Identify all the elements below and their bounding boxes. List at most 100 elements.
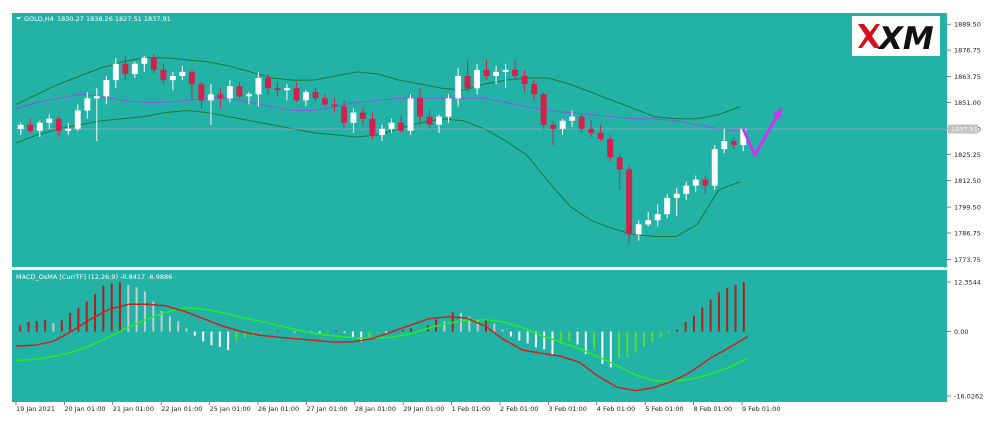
candle-body (360, 112, 366, 119)
candle-body (274, 88, 281, 91)
candle (512, 59, 518, 81)
candle (407, 94, 414, 135)
time-tick-label: 25 Jan 01:00 (210, 405, 251, 413)
candle-body (616, 157, 623, 170)
candle-body (626, 169, 633, 235)
macd-pane[interactable] (12, 270, 947, 402)
ohlc-label: 1830.27 1838.26 1827.51 1837.91 (57, 15, 171, 23)
time-tick-label: 27 Jan 01:00 (306, 405, 347, 413)
candle-body (369, 118, 376, 135)
candle (331, 98, 338, 113)
candle (93, 88, 100, 141)
candle-body (379, 128, 385, 135)
candle-body (188, 71, 195, 85)
candle-body (692, 179, 699, 186)
candle-body (654, 214, 661, 221)
candle (388, 118, 395, 133)
candle-body (322, 98, 328, 105)
candle-body (84, 98, 91, 111)
candle (360, 106, 366, 125)
candle (207, 84, 214, 125)
candle-body (436, 116, 442, 125)
candle (607, 134, 614, 162)
candle-body (141, 57, 148, 64)
time-tick-label: 2 Feb 01:00 (500, 405, 539, 413)
symbol-label: GOLD,H4 (24, 15, 54, 23)
candle (436, 114, 442, 133)
candle (483, 59, 490, 81)
candle (303, 90, 309, 107)
candle (369, 112, 376, 139)
projection-arrow-head (772, 108, 782, 119)
candle-body (265, 78, 271, 89)
price-tick-label: 1799.50 (954, 204, 981, 212)
candle (46, 114, 53, 129)
candle-body (17, 124, 24, 129)
candle-body (512, 69, 518, 76)
candle-body (74, 110, 81, 129)
candle (702, 175, 709, 194)
candle (112, 57, 119, 89)
candle-body (246, 94, 252, 97)
candle (188, 69, 195, 101)
xm-logo: XM (852, 16, 940, 57)
candle-body (664, 197, 671, 215)
candle-body (635, 224, 642, 235)
candle (654, 204, 661, 227)
candle (265, 74, 271, 95)
candle (531, 80, 538, 101)
candle (502, 63, 509, 89)
bollinger-upper-band (15, 57, 741, 120)
candle-body (236, 86, 243, 97)
candle-body (455, 76, 461, 99)
candle (455, 67, 461, 107)
candle-body (607, 139, 614, 158)
current-price-label: 1837.91 (951, 126, 978, 134)
price-tick-label: 1889.50 (954, 21, 981, 29)
candle-body (160, 69, 167, 81)
candle-body (711, 149, 718, 186)
candle (322, 94, 328, 107)
candle (398, 116, 404, 133)
time-tick-label: 29 Jan 01:00 (403, 405, 444, 413)
candle (493, 65, 499, 85)
candle (521, 69, 528, 93)
time-tick-label: 8 Feb 01:00 (694, 405, 733, 413)
candle-body (588, 128, 595, 133)
candle (692, 175, 699, 192)
candle-body (550, 124, 557, 129)
time-tick-label: 3 Feb 01:00 (548, 405, 587, 413)
candle-body (293, 88, 300, 101)
candle (635, 220, 642, 241)
candle-body (65, 128, 72, 131)
candle-body (122, 63, 129, 74)
macd-tick-label: 0.00 (954, 328, 968, 336)
candle (683, 181, 690, 200)
moving-average-line (15, 93, 741, 132)
candle-body (426, 116, 433, 125)
xm-logo-x-mark (858, 24, 880, 48)
candle-body (474, 69, 480, 89)
candle-body (284, 88, 290, 91)
candle-body (531, 84, 538, 95)
candle (341, 100, 347, 129)
price-pane[interactable] (12, 13, 947, 267)
candle-body (198, 84, 205, 101)
candle-body (740, 128, 747, 146)
price-tick-label: 1812.50 (954, 177, 981, 185)
price-series-layer (15, 53, 947, 245)
collapse-triangle-icon[interactable] (16, 17, 21, 20)
candle-body (445, 98, 452, 117)
candle (27, 118, 34, 133)
candle-body (341, 106, 347, 123)
candle (226, 80, 233, 103)
macd-tick-label: -16.0262 (954, 393, 983, 401)
candle (559, 118, 566, 135)
candle-body (417, 98, 423, 117)
candle-body (312, 92, 319, 99)
time-tick-label: 28 Jan 01:00 (355, 405, 396, 413)
candle (122, 55, 129, 81)
candle (673, 187, 680, 217)
